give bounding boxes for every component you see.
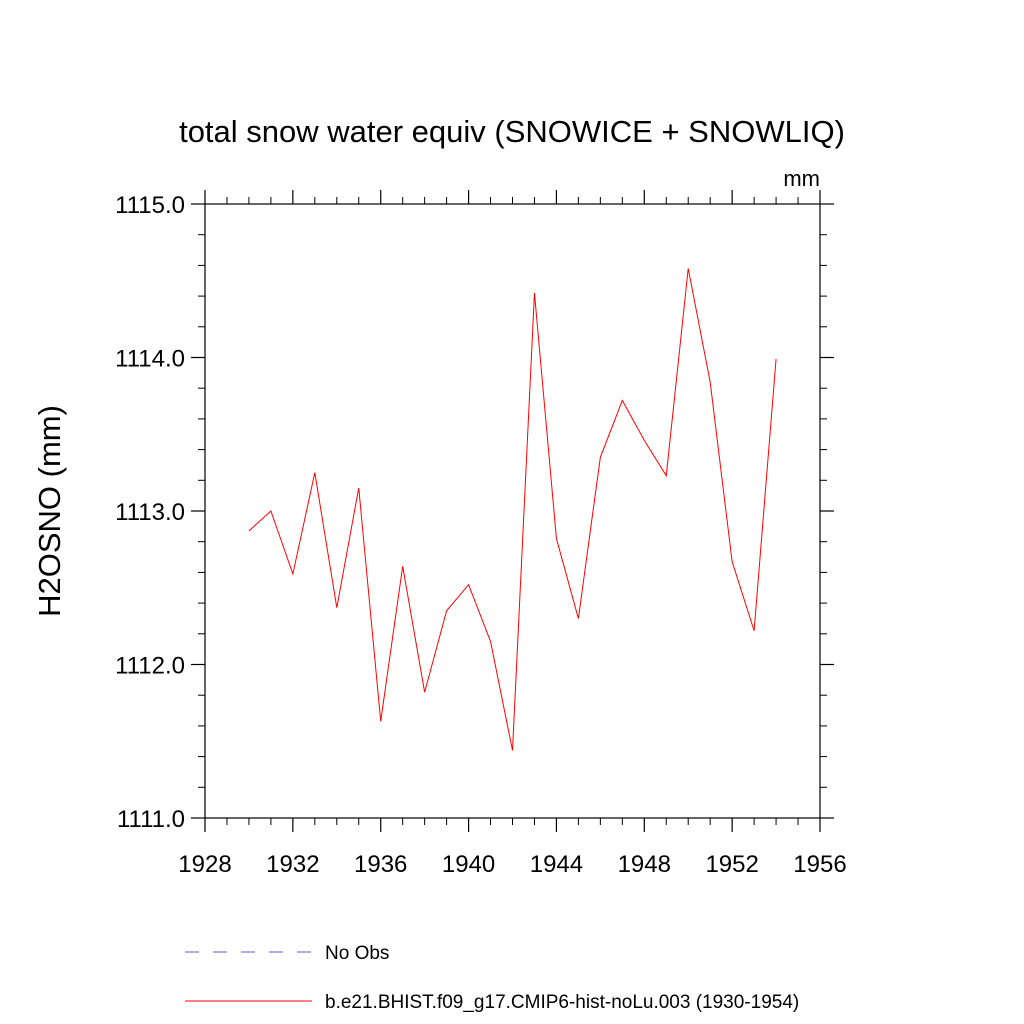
legend: No Obs b.e21.BHIST.f09_g17.CMIP6-hist-noL… bbox=[185, 943, 799, 1013]
y-tick-label: 1115.0 bbox=[115, 192, 185, 219]
x-tick-label: 1944 bbox=[530, 851, 583, 878]
legend-label-0: No Obs bbox=[325, 943, 389, 964]
x-tick-label: 1948 bbox=[618, 851, 671, 878]
x-tick-label: 1932 bbox=[266, 851, 319, 878]
y-tick-label: 1113.0 bbox=[115, 499, 185, 526]
x-tick-label: 1956 bbox=[793, 851, 846, 878]
y-tick-label: 1112.0 bbox=[115, 653, 185, 680]
x-tick-label: 1936 bbox=[354, 851, 407, 878]
x-tick-label: 1940 bbox=[442, 851, 495, 878]
x-tick-label: 1928 bbox=[178, 851, 231, 878]
plot-frame bbox=[204, 203, 821, 819]
legend-label-1: b.e21.BHIST.f09_g17.CMIP6-hist-noLu.003 … bbox=[325, 992, 799, 1013]
y-tick-label: 1111.0 bbox=[117, 806, 185, 833]
y-axis-label: H2OSNO (mm) bbox=[32, 405, 67, 617]
chart-title: total snow water equiv (SNOWICE + SNOWLI… bbox=[179, 114, 845, 149]
series-line-1 bbox=[248, 268, 777, 751]
x-tick-label: 1952 bbox=[705, 851, 758, 878]
series-layer bbox=[248, 268, 777, 751]
units-label: mm bbox=[783, 166, 820, 191]
axes: 1928 1932 1936 1940 1944 1948 1952 1956 1111.0 11… bbox=[115, 190, 847, 878]
y-tick-label: 1114.0 bbox=[115, 346, 185, 373]
